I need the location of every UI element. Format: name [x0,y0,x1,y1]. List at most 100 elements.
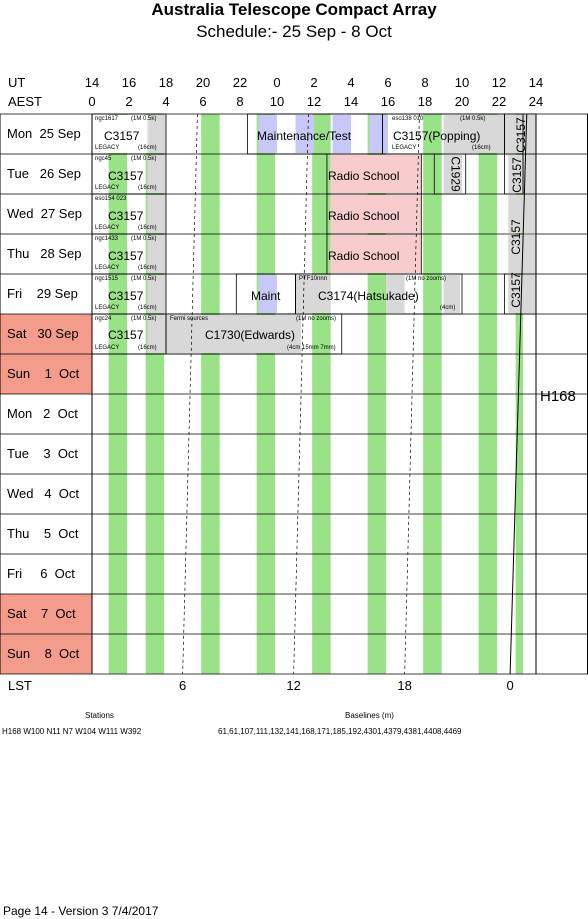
scheduled-block [147,195,166,233]
fri-legacy: LEGACY [95,305,120,311]
mon-freq-1: (1M 0.5k) [131,116,157,122]
scheduled-block [147,275,166,313]
wed-cm: (16cm) [138,225,157,231]
day-label: Wed 27 Sep [7,206,82,221]
scheduled-block [443,115,524,153]
weekend-label-bg [0,634,92,674]
ut-tick: 6 [384,75,392,90]
sat-source: ngc24 [95,316,112,322]
page-title: Australia Telescope Compact Array [151,0,437,19]
scheduled-block [330,195,422,233]
tue-radio-school-block: Radio School [328,169,400,183]
sat-cm-2: (4cm 15mm 7mm) [287,345,336,351]
ut-tick: 14 [84,75,100,90]
tue-cm: (16cm) [138,185,157,191]
aest-tick: 22 [491,94,507,109]
thu-cm: (16cm) [138,265,157,271]
tue-source: ngc45 [95,156,112,162]
scheduled-block [258,275,277,313]
aest-tick: 20 [454,94,470,109]
scheduled-block [480,155,498,193]
scheduled-block [147,155,166,193]
stations-list: H168 W100 N11 N7 W104 W111 W392 [2,727,142,736]
sat-cm: (16cm) [138,345,157,351]
tue-c1929-block: C1929 [448,156,463,192]
mon-freq-2: (1M 0.5k) [460,116,486,122]
stations-label: Stations [85,711,114,720]
scheduled-block [386,275,405,313]
lst-tick: 6 [179,678,187,693]
aest-tick: 0 [88,94,96,109]
sat-legacy: LEGACY [95,345,120,351]
lst-tick: 18 [397,678,412,693]
scheduled-block [332,115,351,153]
sat-c3157-block: C3157 [108,328,144,342]
mon-legacy-2: LEGACY [392,145,417,151]
fri-freq: (1M 0.5k) [131,276,157,282]
mon-source-2: eso138 010 [392,116,424,122]
thu-c3157-block: C3157 [108,249,144,263]
mon-maintenance-block: Maintenance/Test [257,129,352,143]
vert-c3157-2: C3157 [514,117,528,153]
scheduled-block [508,195,536,233]
tue-freq: (1M 0.5k) [131,156,157,162]
thu-legacy: LEGACY [95,265,120,271]
wed-c3157-block: C3157 [108,209,144,223]
tue-c3157-block: C3157 [108,169,144,183]
scheduled-block [295,275,302,313]
fri-cm-2: (4cm) [440,305,456,311]
thu-freq: (1M 0.5k) [131,236,157,242]
ut-tick: 18 [158,75,174,90]
ut-axis-label: UT [8,75,26,90]
thu-radio-school-block: Radio School [328,249,400,263]
vert-c3157-4: C3157 [509,272,523,308]
ut-tick: 2 [310,75,318,90]
fri-c3157-block: C3157 [108,289,144,303]
baselines-list: 61,61,107,111,132,141,168,171,185,192,43… [218,727,462,736]
aest-tick: 10 [269,94,285,109]
vert-c3157-3: C3157 [509,219,523,255]
ut-tick: 4 [347,75,355,90]
day-label: Thu 5 Oct [7,526,79,541]
fri-freq-2: (1M no zooms) [406,276,447,282]
day-label: Sun 8 Oct [7,646,80,661]
fri-cm: (16cm) [138,305,157,311]
tue-legacy: LEGACY [95,185,120,191]
fri-ptf-source: PTF10nnn [299,276,328,282]
scheduled-block [330,235,422,273]
aest-tick: 4 [162,94,170,109]
day-label: Wed 4 Oct [7,486,80,501]
day-label: Tue 3 Oct [7,446,79,461]
day-label: Sat 7 Oct [7,606,76,621]
weekend-label-bg [0,594,92,634]
day-label: Sat 30 Sep [7,326,79,341]
day-label: Fri 6 Oct [7,566,75,581]
aest-tick: 8 [236,94,244,109]
ut-tick: 22 [232,75,248,90]
scheduled-block [147,235,166,273]
day-label: Thu 28 Sep [7,246,82,261]
ut-tick: 0 [273,75,281,90]
array-config-label: H168 [540,388,576,405]
aest-tick: 24 [528,94,544,109]
aest-tick: 16 [380,94,396,109]
scheduled-block [147,115,166,153]
page-footer: Page 14 - Version 3 7/4/2017 [3,904,159,918]
mon-cm-2: (16cm) [472,145,491,151]
aest-axis-label: AEST [8,94,42,109]
mon-legacy-1: LEGACY [95,145,120,151]
scheduled-block [295,115,314,153]
day-label: Fri 29 Sep [7,286,78,301]
aest-tick: 2 [125,94,133,109]
ut-tick: 14 [528,75,544,90]
ut-tick: 10 [454,75,470,90]
wed-source: eso154 023 [95,196,127,202]
page-subtitle: Schedule:- 25 Sep - 8 Oct [196,22,392,41]
baselines-label: Baselines (m) [345,711,394,720]
mon-c3157-block: C3157 [104,129,140,143]
aest-tick: 6 [199,94,207,109]
thu-source: ngc1433 [95,236,119,242]
lst-zero-line [509,113,528,675]
fri-source: ngc1515 [95,276,119,282]
